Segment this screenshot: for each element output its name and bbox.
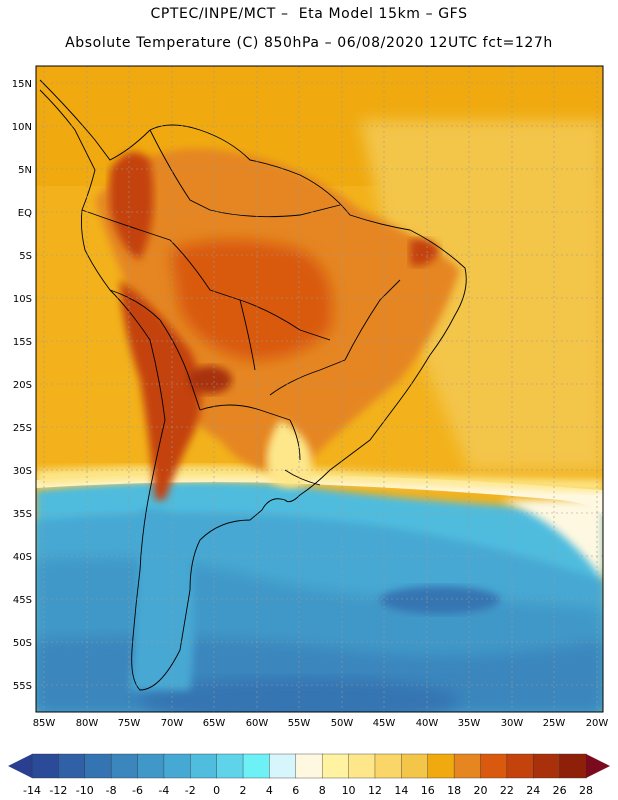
lat-label: 20S <box>13 380 32 391</box>
colorbar-cell <box>269 753 297 779</box>
colorbar-label: -14 <box>23 784 41 797</box>
lat-label: 10S <box>13 294 32 305</box>
lat-label: 15N <box>12 79 32 90</box>
colorbar-cell <box>216 753 244 779</box>
colorbar-cell <box>480 753 508 779</box>
colorbar-label: 24 <box>526 784 540 797</box>
title-line-1: CPTEC/INPE/MCT – Eta Model 15km – GFS <box>150 6 468 22</box>
colorbar-label: -6 <box>132 784 143 797</box>
colorbar-cell <box>163 753 191 779</box>
longitude-labels: 85W 80W 75W 70W 65W 60W 55W 50W 45W 40W … <box>33 718 609 729</box>
lat-label: 35S <box>13 509 32 520</box>
lon-label: 20W <box>586 718 609 729</box>
lon-label: 35W <box>458 718 481 729</box>
colorbar-cell <box>533 753 561 779</box>
latitude-labels: 15N 10N 5N EQ 5S 10S 15S 20S 25S 30S 35S… <box>12 79 32 692</box>
colorbar-cell <box>190 753 218 779</box>
colorbar-cell <box>31 753 60 779</box>
lon-label: 70W <box>161 718 184 729</box>
map-frame <box>35 65 604 713</box>
colorbar-label: 0 <box>213 784 220 797</box>
colorbar-label: 2 <box>240 784 247 797</box>
colorbar-low-arrow <box>8 754 32 778</box>
colorbar-cell <box>321 753 350 779</box>
lat-label: 10N <box>12 122 32 133</box>
colorbar-cell <box>348 753 376 779</box>
lon-label: 40W <box>416 718 439 729</box>
lon-label: 65W <box>203 718 226 729</box>
lat-label: 55S <box>13 681 32 692</box>
lat-label: 40S <box>13 552 32 563</box>
colorbar-label: -8 <box>106 784 117 797</box>
lat-label: 5N <box>18 165 32 176</box>
colorbar-cell <box>506 753 534 779</box>
colorbar-cell <box>427 753 455 779</box>
colorbar-label: 22 <box>500 784 514 797</box>
colorbar-cell <box>374 753 403 779</box>
colorbar: -14 -12 -10 -8 -6 -4 -2 0 2 4 6 8 10 12 14 16 18 20 22 24 26… <box>8 753 610 797</box>
colorbar-cell <box>453 753 482 779</box>
colorbar-label: 12 <box>368 784 382 797</box>
colorbar-label: 16 <box>421 784 435 797</box>
lat-label: 45S <box>13 595 32 606</box>
lat-label: 50S <box>13 638 32 649</box>
colorbar-label: 20 <box>473 784 487 797</box>
colorbar-label: 14 <box>394 784 408 797</box>
colorbar-cell <box>295 753 323 779</box>
colorbar-label: 8 <box>319 784 326 797</box>
lon-label: 55W <box>288 718 311 729</box>
colorbar-cell <box>401 753 429 779</box>
colorbar-cell <box>84 753 112 779</box>
colorbar-label: 28 <box>579 784 593 797</box>
lat-label: 30S <box>13 466 32 477</box>
lon-label: 85W <box>33 718 56 729</box>
lon-label: 80W <box>76 718 99 729</box>
lat-label: 5S <box>19 251 32 262</box>
lon-label: 25W <box>543 718 566 729</box>
colorbar-high-arrow <box>586 754 610 778</box>
lon-label: 45W <box>373 718 396 729</box>
colorbar-label: 18 <box>447 784 461 797</box>
colorbar-cell <box>242 753 271 779</box>
colorbar-label: 10 <box>342 784 356 797</box>
temperature-field <box>36 66 603 712</box>
colorbar-label: -10 <box>76 784 94 797</box>
lat-label: EQ <box>18 208 32 219</box>
lon-label: 30W <box>501 718 524 729</box>
colorbar-cell <box>559 753 587 779</box>
colorbar-label: 4 <box>266 784 273 797</box>
title-line-2: Absolute Temperature (C) 850hPa – 06/08/… <box>65 35 553 51</box>
colorbar-label: -4 <box>158 784 169 797</box>
colorbar-cell <box>58 753 86 779</box>
colorbar-label: -12 <box>49 784 67 797</box>
colorbar-cell <box>110 753 139 779</box>
lon-label: 50W <box>331 718 354 729</box>
lon-label: 60W <box>246 718 269 729</box>
colorbar-label: 26 <box>553 784 567 797</box>
colorbar-label: -2 <box>185 784 196 797</box>
lon-label: 75W <box>118 718 141 729</box>
lat-label: 25S <box>13 423 32 434</box>
lat-label: 15S <box>13 337 32 348</box>
colorbar-label: 6 <box>292 784 299 797</box>
colorbar-cell <box>137 753 165 779</box>
